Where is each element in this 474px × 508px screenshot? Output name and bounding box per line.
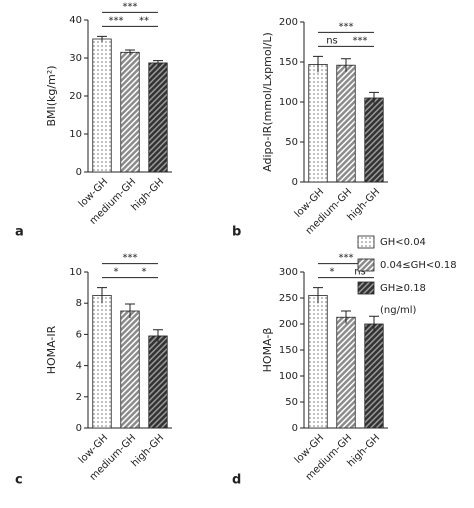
y-tick-label: 200 bbox=[279, 17, 298, 28]
y-axis-label: BMI(kg/m²) bbox=[45, 65, 58, 126]
error-bar bbox=[369, 91, 379, 104]
error-bar bbox=[341, 310, 351, 324]
legend-note: (ng/ml) bbox=[380, 305, 416, 316]
bar bbox=[308, 64, 328, 183]
error-bar bbox=[153, 329, 163, 343]
legend-swatch bbox=[357, 281, 375, 295]
y-tick-label: 150 bbox=[279, 345, 298, 356]
y-tick-label: 0 bbox=[76, 167, 82, 178]
legend-swatch bbox=[357, 258, 375, 272]
y-tick-label: 6 bbox=[76, 329, 82, 340]
y-tick-label: 150 bbox=[279, 57, 298, 68]
error-bar bbox=[97, 35, 107, 42]
y-tick-label: 10 bbox=[69, 267, 82, 278]
bar bbox=[148, 62, 168, 173]
error-bar bbox=[369, 315, 379, 332]
y-tick-label: 0 bbox=[292, 177, 298, 188]
error-bar bbox=[341, 58, 351, 72]
error-bar bbox=[313, 287, 323, 304]
y-tick-label: 100 bbox=[279, 97, 298, 108]
y-axis-label: Adipo-IR(mmol/Lxpmol/L) bbox=[261, 32, 274, 172]
y-tick-label: 50 bbox=[285, 397, 298, 408]
bar bbox=[364, 323, 384, 429]
panel-letter: c bbox=[15, 473, 23, 488]
panel-letter: a bbox=[15, 225, 24, 240]
significance-label: ** bbox=[139, 15, 149, 26]
y-tick-label: 0 bbox=[76, 423, 82, 434]
significance-label: * bbox=[330, 267, 335, 278]
significance-label: *** bbox=[339, 253, 354, 264]
panel-letter: b bbox=[232, 225, 241, 240]
significance-label: * bbox=[142, 267, 147, 278]
error-bar bbox=[153, 60, 163, 66]
y-tick-label: 300 bbox=[279, 267, 298, 278]
bar bbox=[308, 294, 328, 429]
y-tick-label: 200 bbox=[279, 319, 298, 330]
error-bar bbox=[97, 287, 107, 304]
significance-label: *** bbox=[123, 1, 138, 12]
y-axis-label: HOMA-IR bbox=[45, 325, 58, 374]
error-bar bbox=[313, 55, 323, 73]
significance-label: *** bbox=[353, 35, 368, 46]
bar bbox=[336, 64, 356, 183]
panel-letter: d bbox=[232, 473, 241, 488]
bar bbox=[120, 51, 140, 173]
significance-label: ns bbox=[354, 267, 366, 278]
bar bbox=[120, 310, 140, 429]
significance-label: * bbox=[114, 267, 119, 278]
y-tick-label: 0 bbox=[292, 423, 298, 434]
y-tick-label: 10 bbox=[69, 129, 82, 140]
y-tick-label: 250 bbox=[279, 293, 298, 304]
y-axis-label: HOMA-β bbox=[261, 328, 274, 373]
y-tick-label: 4 bbox=[76, 361, 82, 372]
bar bbox=[336, 316, 356, 429]
y-tick-label: 20 bbox=[69, 91, 82, 102]
y-tick-label: 8 bbox=[76, 298, 82, 309]
legend-label: GH≥0.18 bbox=[380, 283, 426, 294]
legend-label: GH<0.04 bbox=[380, 237, 426, 248]
bar bbox=[92, 38, 112, 173]
significance-label: *** bbox=[109, 15, 124, 26]
legend-swatch bbox=[357, 235, 375, 249]
significance-label: *** bbox=[123, 253, 138, 264]
bar bbox=[148, 335, 168, 429]
error-bar bbox=[125, 303, 135, 319]
error-bar bbox=[125, 49, 135, 55]
legend-label: 0.04≤GH<0.18 bbox=[380, 260, 457, 271]
y-tick-label: 50 bbox=[285, 137, 298, 148]
y-tick-label: 30 bbox=[69, 53, 82, 64]
significance-label: *** bbox=[339, 21, 354, 32]
bar bbox=[92, 294, 112, 429]
y-tick-label: 100 bbox=[279, 371, 298, 382]
significance-label: ns bbox=[326, 35, 338, 46]
bar bbox=[364, 97, 384, 183]
y-tick-label: 2 bbox=[76, 392, 82, 403]
y-tick-label: 40 bbox=[69, 15, 82, 26]
